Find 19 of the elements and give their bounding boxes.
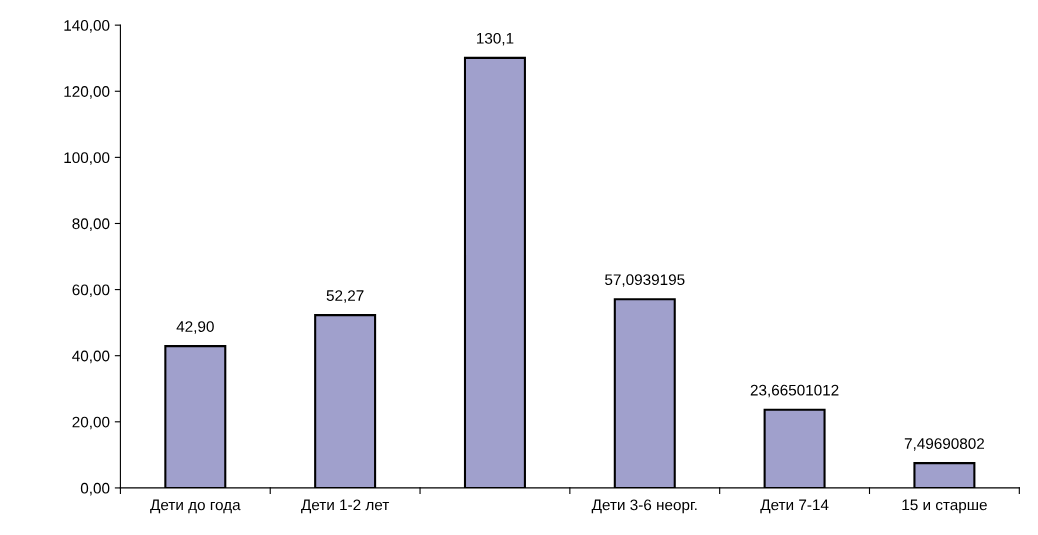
data-label: 42,90 [176, 321, 214, 334]
y-tick-label: 140,00 [64, 20, 110, 33]
x-tick-label: Дети до года [150, 499, 241, 514]
x-tick-label: Дети 7-14 [760, 499, 829, 514]
y-tick-label: 80,00 [72, 218, 110, 231]
y-tick-label: 120,00 [64, 86, 110, 99]
y-tick-label: 100,00 [64, 152, 110, 165]
y-tick-label: 20,00 [72, 416, 110, 430]
y-tick-label: 40,00 [72, 350, 110, 364]
x-tick-label: Дети 1-2 лет [301, 499, 390, 514]
data-label: 52,27 [326, 290, 364, 303]
data-label: 23,66501012 [750, 384, 839, 398]
y-tick-label: 0,00 [80, 482, 110, 496]
data-label: 130,1 [477, 32, 514, 46]
data-label: 7,49690802 [904, 438, 984, 451]
x-tick-label: 15 и старше [902, 499, 987, 514]
x-tick-label: Дети 3-6 неорг. [591, 499, 697, 514]
y-tick-label: 60,00 [72, 284, 110, 298]
data-label: 57,0939195 [605, 274, 685, 287]
